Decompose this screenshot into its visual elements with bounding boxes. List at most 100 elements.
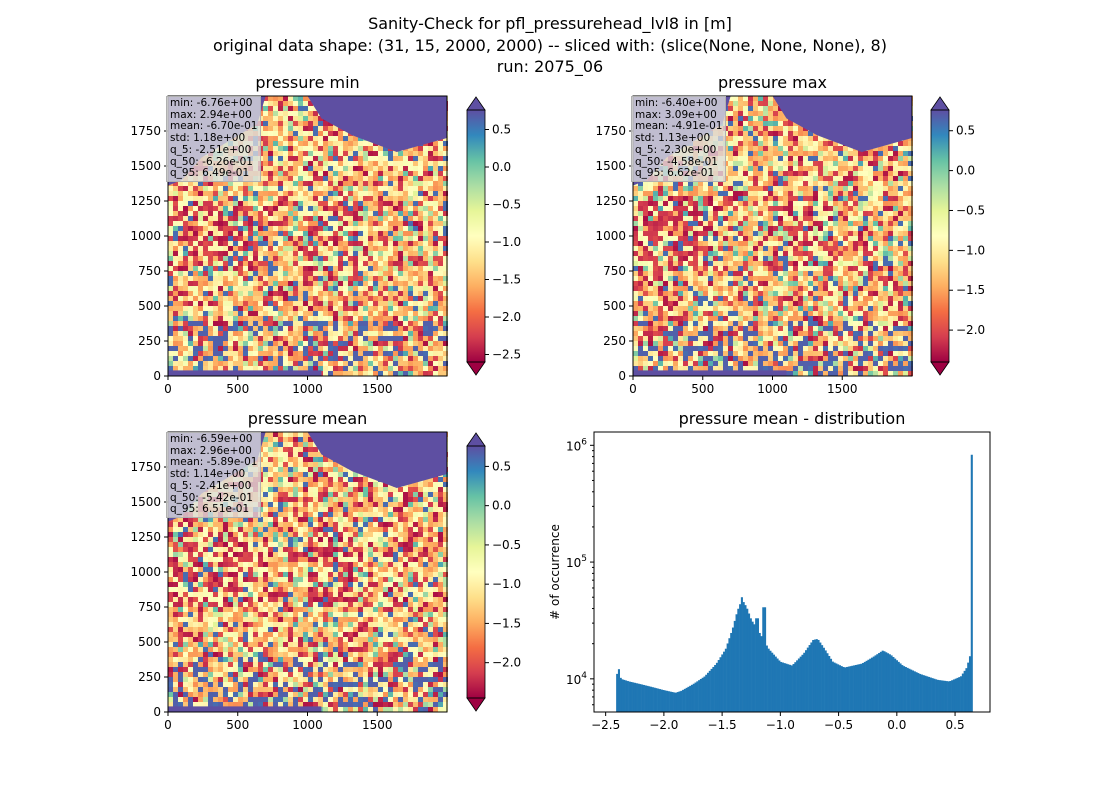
y-tick-label: 1250 — [595, 194, 626, 208]
y-tick-label: 1250 — [130, 194, 161, 208]
histogram-bar — [901, 665, 904, 712]
histogram-bar — [719, 657, 722, 712]
colorbar-tick-label: 0.5 — [492, 459, 511, 473]
histogram-bar — [774, 656, 777, 712]
histogram-bar — [935, 679, 938, 712]
x-tick-label: −2.0 — [649, 718, 678, 732]
histogram-bar — [682, 689, 685, 712]
histogram-bar — [756, 618, 759, 712]
histogram-bar — [910, 669, 913, 712]
colorbar-frame — [930, 109, 950, 363]
histogram-bar — [888, 654, 891, 712]
histogram-bar — [936, 679, 939, 712]
histogram-bar — [660, 689, 663, 712]
histogram-bar — [931, 678, 934, 712]
histogram-bar — [772, 654, 776, 712]
histogram-bar — [862, 662, 865, 712]
histogram-bar — [940, 680, 943, 712]
histogram-bar — [723, 651, 726, 712]
histogram-bar — [956, 677, 959, 712]
y-tick-label: 1000 — [130, 565, 161, 579]
y-tick-label: 250 — [603, 334, 626, 348]
histogram-bar — [641, 684, 644, 712]
histogram-bar — [927, 676, 931, 712]
colorbar-tick-label: −2.0 — [492, 310, 521, 324]
histogram-bar — [696, 681, 699, 712]
colorbar-tick-label: −2.0 — [956, 323, 985, 337]
colorbar-gradient — [467, 446, 485, 698]
histogram-bar — [781, 662, 784, 712]
y-tick-label: 1250 — [130, 530, 161, 544]
colorbar-tick-label: −2.0 — [492, 656, 521, 670]
histogram-bar — [883, 651, 886, 712]
histogram-bar — [632, 682, 635, 712]
histogram-bar — [785, 663, 788, 712]
y-tick-label: 1000 — [595, 229, 626, 243]
histogram-bar — [920, 674, 923, 712]
histogram-bar — [854, 664, 857, 712]
histogram-bar — [895, 660, 898, 712]
histogram-bar — [933, 678, 936, 712]
histogram-bar — [621, 679, 624, 712]
histogram-bar — [919, 673, 922, 712]
histogram-bar — [642, 684, 645, 712]
histogram-bar — [771, 652, 774, 712]
colorbar: 0.5 0.0 −0.5 −1.0 −1.5 −2.0 — [466, 432, 521, 712]
histogram-bar — [760, 636, 763, 712]
histogram-bar — [817, 639, 820, 712]
x-tick-label: 1000 — [292, 718, 323, 732]
histogram-bar — [765, 645, 768, 712]
y-tick-label: 106 — [566, 437, 587, 453]
colorbar: 0.5 0.0 −0.5 −1.0 −1.5 −2.0 — [930, 96, 985, 376]
histogram-bar — [812, 640, 815, 712]
histogram-bar — [951, 680, 954, 712]
figure-title-line-2: original data shape: (31, 15, 2000, 2000… — [213, 36, 887, 55]
histogram-bar — [821, 645, 824, 712]
histogram-bar — [633, 682, 637, 712]
histogram-bar — [657, 688, 660, 712]
colorbar-frame — [466, 445, 486, 699]
colorbar-tick-label: −1.5 — [492, 273, 521, 287]
x-tick-label: −0.5 — [824, 718, 853, 732]
colorbar-frame — [466, 109, 486, 363]
y-tick-label: 1500 — [130, 159, 161, 173]
histogram-bar — [805, 650, 808, 712]
y-tick-label: 1750 — [130, 460, 161, 474]
histogram-bar — [926, 676, 929, 712]
histogram-bar — [674, 692, 678, 712]
histogram-bar — [863, 661, 866, 712]
histogram-bar — [683, 688, 686, 712]
histogram-bar — [913, 671, 916, 712]
histogram-bar — [797, 658, 800, 712]
y-tick-label: 750 — [603, 264, 626, 278]
histogram-bar — [801, 654, 804, 712]
histogram-bar — [806, 647, 809, 712]
stats-box-mean: min: -6.59e+00 max: 2.96e+00 mean: -5.89… — [166, 432, 262, 518]
histogram-bar — [637, 683, 640, 712]
histogram-bar — [646, 685, 649, 712]
histogram-bar — [667, 691, 670, 712]
histogram-bar — [653, 687, 656, 712]
colorbar-extend-top — [466, 96, 486, 111]
histogram-bar — [746, 608, 749, 712]
histogram-bar — [915, 672, 918, 712]
histogram-bar — [639, 684, 642, 712]
histogram-bar — [824, 650, 827, 712]
x-tick-label: 0 — [164, 382, 172, 396]
histogram-bar — [733, 620, 736, 712]
y-tick-label: 1000 — [130, 229, 161, 243]
histogram-bar — [625, 680, 628, 712]
histogram-bar — [790, 665, 793, 712]
histogram-bar — [894, 658, 897, 712]
histogram-bar — [726, 643, 729, 712]
histogram-bar — [694, 682, 697, 712]
histogram-bar — [692, 683, 695, 712]
histogram-bar — [849, 666, 852, 712]
histogram-bar — [904, 667, 907, 712]
stats-box-max: min: -6.40e+00 max: 3.09e+00 mean: -4.91… — [631, 96, 727, 182]
histogram-bar — [787, 664, 790, 712]
histogram-bar — [705, 674, 708, 712]
histogram-frame — [593, 431, 991, 713]
histogram-bar — [945, 681, 948, 712]
histogram-bar — [837, 664, 840, 712]
